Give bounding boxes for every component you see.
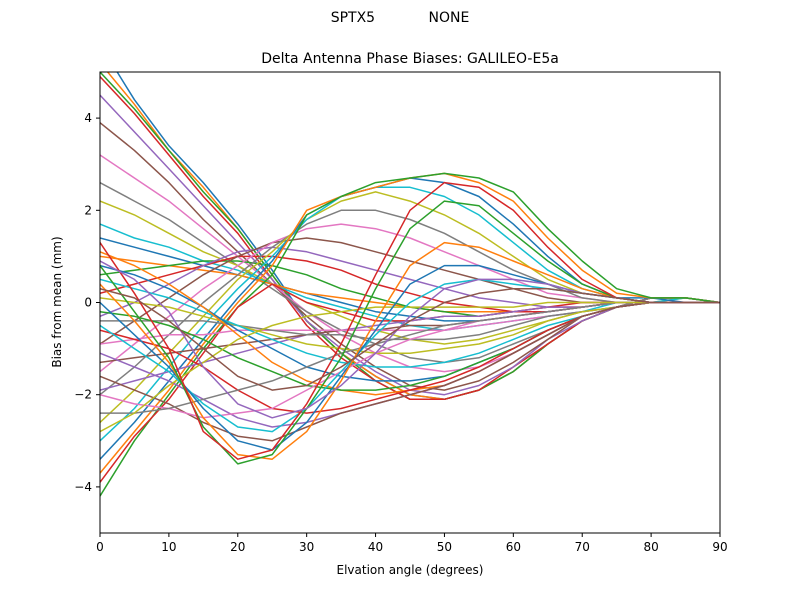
series-line-43 [100,200,720,465]
x-tick-label: 20 [230,540,245,554]
series-line-2 [106,72,720,401]
x-tick-label: 70 [575,540,590,554]
x-axis-label: Elvation angle (degrees) [337,563,484,577]
series-line-22 [100,172,720,474]
series-layer [100,72,720,497]
x-tick-label: 50 [437,540,452,554]
x-tick-label: 40 [368,540,383,554]
chart-title: Delta Antenna Phase Biases: GALILEO-E5a [261,51,559,67]
x-tick-label: 90 [712,540,727,554]
series-line-36 [100,301,720,442]
series-line-1 [116,72,720,401]
axes-layer: 0 10 20 30 40 50 60 70 80 90 −4 −2 0 2 4 [74,71,728,554]
x-tick-label: 60 [506,540,521,554]
x-tick-label: 10 [161,540,176,554]
figure-suptitle: SPTX5 NONE [330,10,470,26]
y-tick-label: 0 [84,296,92,310]
x-tick-label: 30 [299,540,314,554]
y-tick-label: 2 [84,203,92,217]
x-tick-label: 80 [643,540,658,554]
series-line-9 [100,200,720,345]
y-tick-label: −2 [74,388,92,402]
x-tick-label: 0 [96,540,104,554]
y-axis-label: Bias from mean (mm) [50,236,64,367]
series-line-39 [100,301,720,433]
y-tick-label: −4 [74,480,92,494]
y-tick-label: 4 [84,111,92,125]
series-line-32 [100,251,720,396]
series-line-46 [100,287,720,391]
